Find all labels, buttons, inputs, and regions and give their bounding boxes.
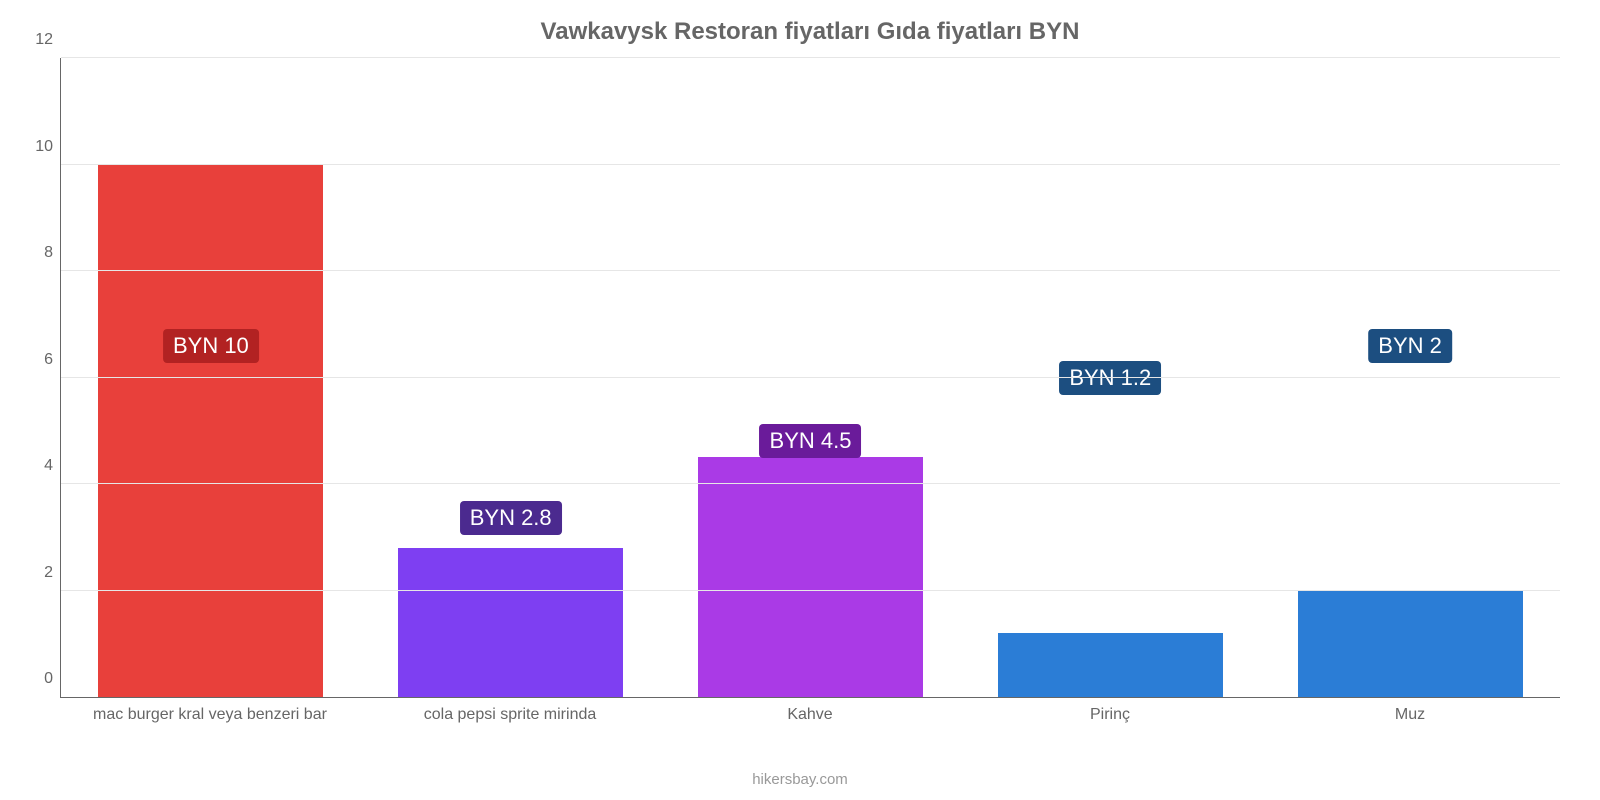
gridline bbox=[61, 57, 1560, 58]
gridline bbox=[61, 590, 1560, 591]
bar bbox=[98, 165, 323, 698]
value-badge: BYN 1.2 bbox=[1059, 361, 1161, 395]
bar bbox=[1298, 591, 1523, 698]
y-tick-label: 2 bbox=[21, 564, 53, 582]
y-tick-label: 10 bbox=[21, 138, 53, 156]
bar bbox=[998, 633, 1223, 697]
x-tick-label: mac burger kral veya benzeri bar bbox=[60, 706, 360, 724]
x-tick-label: Pirinç bbox=[960, 706, 1260, 724]
x-tick-label: Muz bbox=[1260, 706, 1560, 724]
bar-slot: BYN 2.8 bbox=[361, 58, 661, 697]
gridline bbox=[61, 164, 1560, 165]
x-tick-label: Kahve bbox=[660, 706, 960, 724]
value-badge: BYN 10 bbox=[163, 329, 259, 363]
bar bbox=[698, 457, 923, 697]
value-badge: BYN 2 bbox=[1368, 329, 1452, 363]
value-badge: BYN 2.8 bbox=[460, 501, 562, 535]
gridline bbox=[61, 377, 1560, 378]
gridline bbox=[61, 483, 1560, 484]
bar-slot: BYN 10 bbox=[61, 58, 361, 697]
bars-container: BYN 10 BYN 2.8 BYN 4.5 BYN 1.2 BYN 2 bbox=[61, 58, 1560, 697]
y-tick-label: 4 bbox=[21, 457, 53, 475]
plot-area: BYN 10BYN 2.8BYN 4.5BYN 1.2BYN 2 0246810… bbox=[60, 58, 1560, 698]
bar-slot: BYN 2 bbox=[1260, 58, 1560, 697]
y-tick-label: 6 bbox=[21, 351, 53, 369]
x-axis: mac burger kral veya benzeri barcola pep… bbox=[60, 706, 1560, 724]
chart-container: Vawkavysk Restoran fiyatları Gıda fiyatl… bbox=[0, 0, 1600, 800]
chart-title: Vawkavysk Restoran fiyatları Gıda fiyatl… bbox=[60, 18, 1560, 46]
y-tick-label: 0 bbox=[21, 670, 53, 688]
gridline bbox=[61, 270, 1560, 271]
bar-slot: BYN 4.5 bbox=[661, 58, 961, 697]
attribution-text: hikersbay.com bbox=[0, 771, 1600, 788]
y-tick-label: 12 bbox=[21, 31, 53, 49]
bar-slot: BYN 1.2 bbox=[960, 58, 1260, 697]
y-tick-label: 8 bbox=[21, 244, 53, 262]
value-badge: BYN 4.5 bbox=[760, 424, 862, 458]
bar bbox=[398, 548, 623, 697]
x-tick-label: cola pepsi sprite mirinda bbox=[360, 706, 660, 724]
